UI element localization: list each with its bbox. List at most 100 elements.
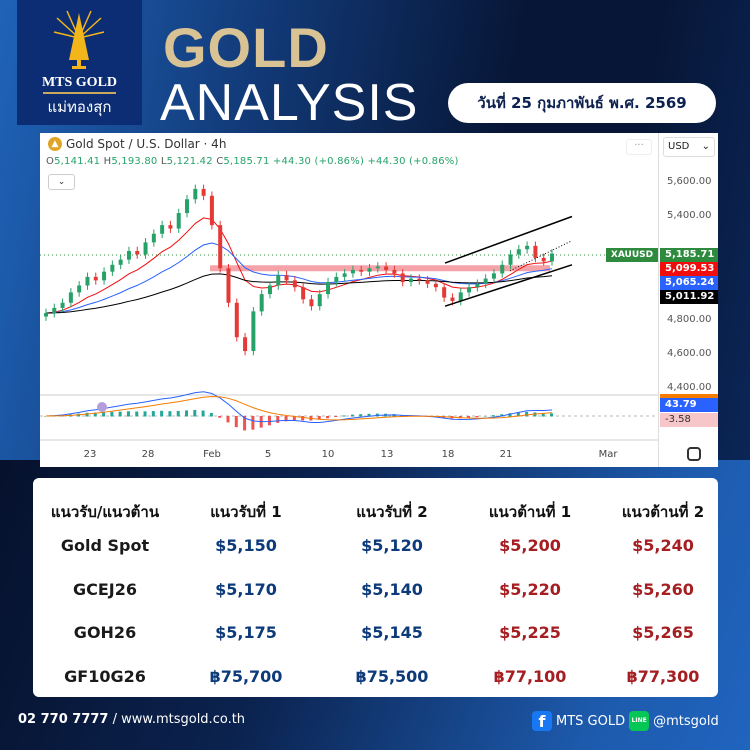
price-tick: 4,600.00 <box>667 348 712 359</box>
line-handle[interactable]: @mtsgold <box>653 713 719 729</box>
macd-histogram-bar <box>267 416 271 426</box>
support-cell: $5,175 <box>215 623 277 642</box>
social-links: f MTS GOLD LINE @mtsgold <box>532 711 719 731</box>
candle-body <box>168 225 173 229</box>
macd-histogram-bar <box>516 412 520 417</box>
resistance-cell: $5,220 <box>499 580 561 599</box>
macd-histogram-bar <box>301 416 305 421</box>
price-tick: 4,800.00 <box>667 314 712 325</box>
currency-label: USD <box>668 141 690 152</box>
table-header: แนวรับ/แนวต้าน แนวรับที่ 1 แนวรับที่ 2 แ… <box>33 500 718 530</box>
settings-icon[interactable] <box>687 447 701 461</box>
date-tick: 23 <box>83 449 97 460</box>
candle-body <box>475 283 480 288</box>
date-tick: 18 <box>441 449 455 460</box>
macd-marker <box>97 402 107 412</box>
change-value-2: +44.30 (+0.86%) <box>367 156 459 167</box>
candle-body <box>52 307 57 314</box>
title-analysis: ANALYSIS <box>160 74 419 132</box>
price-axis[interactable]: USD ⌄ 5,600.00 5,400.00 4,800.00 4,600.00… <box>658 133 718 467</box>
macd-label: 43.79 <box>660 398 718 412</box>
instrument-cell: Gold Spot <box>60 536 150 555</box>
macd-histogram-bar <box>342 415 346 417</box>
candle-body <box>267 285 272 295</box>
candle-body <box>151 233 156 243</box>
website-link[interactable]: / www.mtsgold.co.th <box>112 712 246 727</box>
resistance-cell: $5,260 <box>632 580 694 599</box>
histogram-label: -3.58 <box>660 413 718 427</box>
macd-histogram-bar <box>218 416 222 418</box>
candle-body <box>251 311 256 352</box>
candle-body <box>309 299 314 307</box>
price-tick: 5,600.00 <box>667 176 712 187</box>
macd-histogram-bar <box>475 416 479 418</box>
candle-body <box>533 245 538 258</box>
candle-body <box>226 268 231 303</box>
candle-body <box>442 287 447 298</box>
candle-body <box>118 259 123 265</box>
pagoda-icon <box>53 10 105 69</box>
footer-contact: 02 770 7777 / www.mtsgold.co.th <box>18 712 245 727</box>
candle-body <box>44 313 48 317</box>
phone: 02 770 7777 <box>18 712 109 727</box>
candle-body <box>160 225 165 234</box>
channel-upper-line <box>444 215 573 264</box>
support-cell: $5,120 <box>361 536 423 555</box>
macd-histogram-bar <box>317 416 321 420</box>
candle-body <box>350 269 355 274</box>
candle-body <box>400 273 405 283</box>
macd-histogram-bar <box>508 413 512 417</box>
table-row: GF10G26 ฿75,700 ฿75,500 ฿77,100 ฿77,300 <box>33 667 718 697</box>
resistance-cell: $5,240 <box>632 536 694 555</box>
macd-histogram-bar <box>185 410 189 417</box>
candle-body <box>367 268 372 272</box>
candle-body <box>450 297 455 302</box>
macd-histogram-bar <box>102 412 106 417</box>
price-label-ma-black: 5,011.92 <box>660 290 718 304</box>
facebook-icon[interactable]: f <box>532 711 552 731</box>
candle-body <box>193 188 198 200</box>
brand-name-th: แม่ทองสุก <box>47 100 112 116</box>
candle-body <box>93 276 98 281</box>
candle-body <box>508 254 513 265</box>
candle-body <box>541 257 546 262</box>
currency-select[interactable]: USD ⌄ <box>663 137 715 157</box>
line-icon[interactable]: LINE <box>629 711 650 731</box>
support-cell: $5,140 <box>361 580 423 599</box>
candle-body <box>301 287 306 300</box>
moving-average-line <box>45 273 553 314</box>
resistance-cell: ฿77,300 <box>626 667 700 686</box>
instrument-cell: GOH26 <box>73 623 137 642</box>
candle-body <box>276 275 281 286</box>
candle-body <box>209 195 214 226</box>
candle-body <box>342 273 347 277</box>
facebook-handle[interactable]: MTS GOLD <box>556 713 626 729</box>
candle-body <box>234 302 239 338</box>
macd-histogram-bar <box>359 414 363 417</box>
date-tick: 13 <box>380 449 394 460</box>
more-options-button[interactable]: ··· <box>626 139 652 155</box>
signal-line <box>45 396 553 421</box>
resistance-zone <box>210 265 550 272</box>
macd-histogram-bar <box>284 416 288 422</box>
change-value: +44.30 (+0.86%) <box>272 156 365 167</box>
macd-histogram-bar <box>151 411 155 417</box>
chevron-down-icon: ⌄ <box>701 141 710 152</box>
ohlc-readout: O5,141.41 H5,193.80 L5,121.42 C5,185.71 … <box>46 156 459 167</box>
symbol-label: XAUUSD <box>606 248 658 262</box>
candle-body <box>85 276 90 286</box>
macd-histogram-bar <box>326 416 330 419</box>
table-row: GOH26 $5,175 $5,145 $5,225 $5,265 <box>33 623 718 653</box>
candle-body <box>284 275 289 281</box>
price-chart[interactable]: ▲ Gold Spot / U.S. Dollar · 4h O5,141.41 … <box>40 133 658 467</box>
candle-body <box>550 253 554 262</box>
header-cell: แนวรับที่ 2 <box>356 503 428 521</box>
macd-histogram-bar <box>201 410 205 417</box>
header-cell: แนวรับ/แนวต้าน <box>50 503 160 521</box>
candle-body <box>176 213 181 229</box>
macd-histogram-bar <box>93 412 97 417</box>
macd-histogram-bar <box>118 411 122 417</box>
macd-histogram-bar <box>168 411 172 417</box>
chart-title: ▲ Gold Spot / U.S. Dollar · 4h <box>48 137 226 151</box>
collapse-legend-button[interactable]: ⌄ <box>48 174 75 190</box>
